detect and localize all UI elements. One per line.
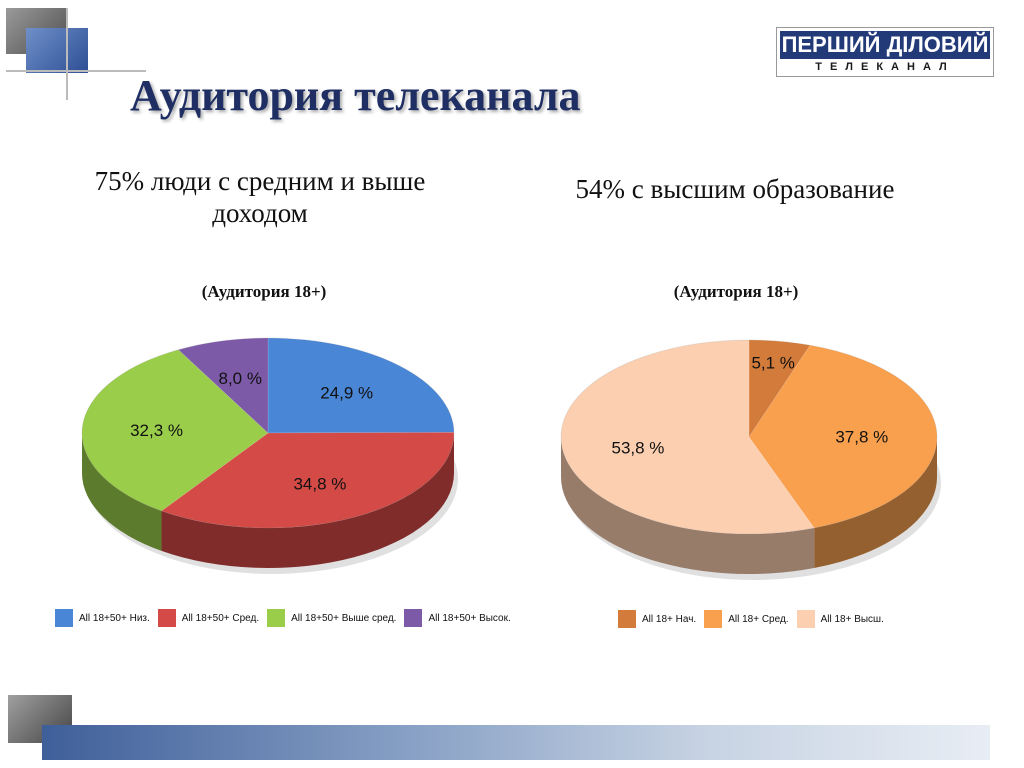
legend-label: All 18+50+ Сред. (181, 612, 260, 624)
pie-right-slice-2 (560, 339, 815, 535)
pie-right-slice-0 (748, 339, 811, 438)
legend-swatch (618, 610, 636, 628)
right-legend: All 18+ Нач. All 18+ Сред. All 18+ Высш. (618, 610, 892, 628)
pie-left: 24,9 % 34,8 % 32,3 % 8,0 % (81, 337, 458, 574)
pie-right-label-0: 5,1 % (751, 353, 794, 372)
pie-right-shadow (565, 386, 941, 580)
pie-left-label-1: 34,8 % (293, 474, 346, 493)
legend-label: All 18+50+ Низ. (79, 612, 150, 624)
legend-swatch (796, 610, 815, 628)
pie-left-label-3: 8,0 % (219, 369, 262, 388)
left-legend: All 18+50+ Низ. All 18+50+ Сред. All 18+50… (55, 609, 519, 627)
legend-label: All 18+ Нач. (642, 613, 697, 625)
legend-label: All 18+50+ Выше сред. (291, 612, 397, 624)
pie-right-side-2 (561, 437, 815, 574)
pie-right-label-1: 37,8 % (835, 427, 888, 446)
decor-line-horizontal (6, 70, 146, 72)
pie-left-rim (81, 337, 455, 529)
legend-item-right-2: All 18+ Высш. (796, 610, 884, 628)
logo-line2: ТЕЛЕКАНАЛ (815, 61, 955, 73)
channel-logo: ПЕРШИЙ ДІЛОВИЙ ТЕЛЕКАНАЛ (776, 27, 994, 77)
pie-left-side-1 (161, 433, 454, 568)
pie-right-side-1 (814, 437, 937, 568)
legend-item-left-2: All 18+50+ Выше сред. (267, 609, 396, 627)
legend-label: All 18+ Сред. (728, 613, 789, 625)
legend-item-left-1: All 18+50+ Сред. (157, 609, 260, 627)
pie-left-slice-3 (177, 337, 269, 434)
pie-left-slice-0 (267, 337, 455, 434)
legend-item-right-1: All 18+ Сред. (704, 610, 789, 628)
pie-left-slice-1 (160, 432, 455, 529)
pie-right: 5,1 % 37,8 % 53,8 % (560, 339, 941, 580)
legend-item-left-0: All 18+50+ Низ. (55, 609, 150, 627)
legend-label: All 18+ Высш. (820, 613, 884, 625)
pie-right-rim (560, 339, 938, 535)
legend-swatch (55, 609, 73, 627)
pie-left-side-2 (82, 433, 162, 551)
bottom-bar (42, 725, 990, 760)
pie-right-slice-1 (748, 345, 938, 529)
pie-left-label-0: 24,9 % (320, 384, 373, 403)
logo-line1: ПЕРШИЙ ДІЛОВИЙ (780, 31, 990, 59)
pie-left-slice-2 (81, 349, 269, 512)
left-chart-subtitle: (Аудитория 18+) (201, 282, 327, 301)
legend-swatch (404, 609, 423, 627)
legend-swatch (267, 609, 286, 627)
pie-left-shadow (86, 384, 458, 574)
pie-right-label-2: 53,8 % (611, 438, 664, 457)
pie-left-label-2: 32,3 % (130, 421, 183, 440)
decor-line-vertical (66, 8, 68, 100)
left-heading: 75% люди с средним и выше доходом (94, 166, 426, 228)
legend-item-left-3: All 18+50+ Высок. (404, 609, 511, 627)
right-heading: 54% с высшим образование (575, 174, 895, 204)
right-chart-subtitle: (Аудитория 18+) (673, 282, 799, 301)
legend-label: All 18+50+ Высок. (428, 612, 511, 624)
page-title: Аудитория телеканала (130, 71, 581, 120)
legend-swatch (704, 610, 723, 628)
legend-swatch (157, 609, 176, 627)
decor-square-blue (26, 28, 88, 73)
legend-item-right-0: All 18+ Нач. (618, 610, 696, 628)
